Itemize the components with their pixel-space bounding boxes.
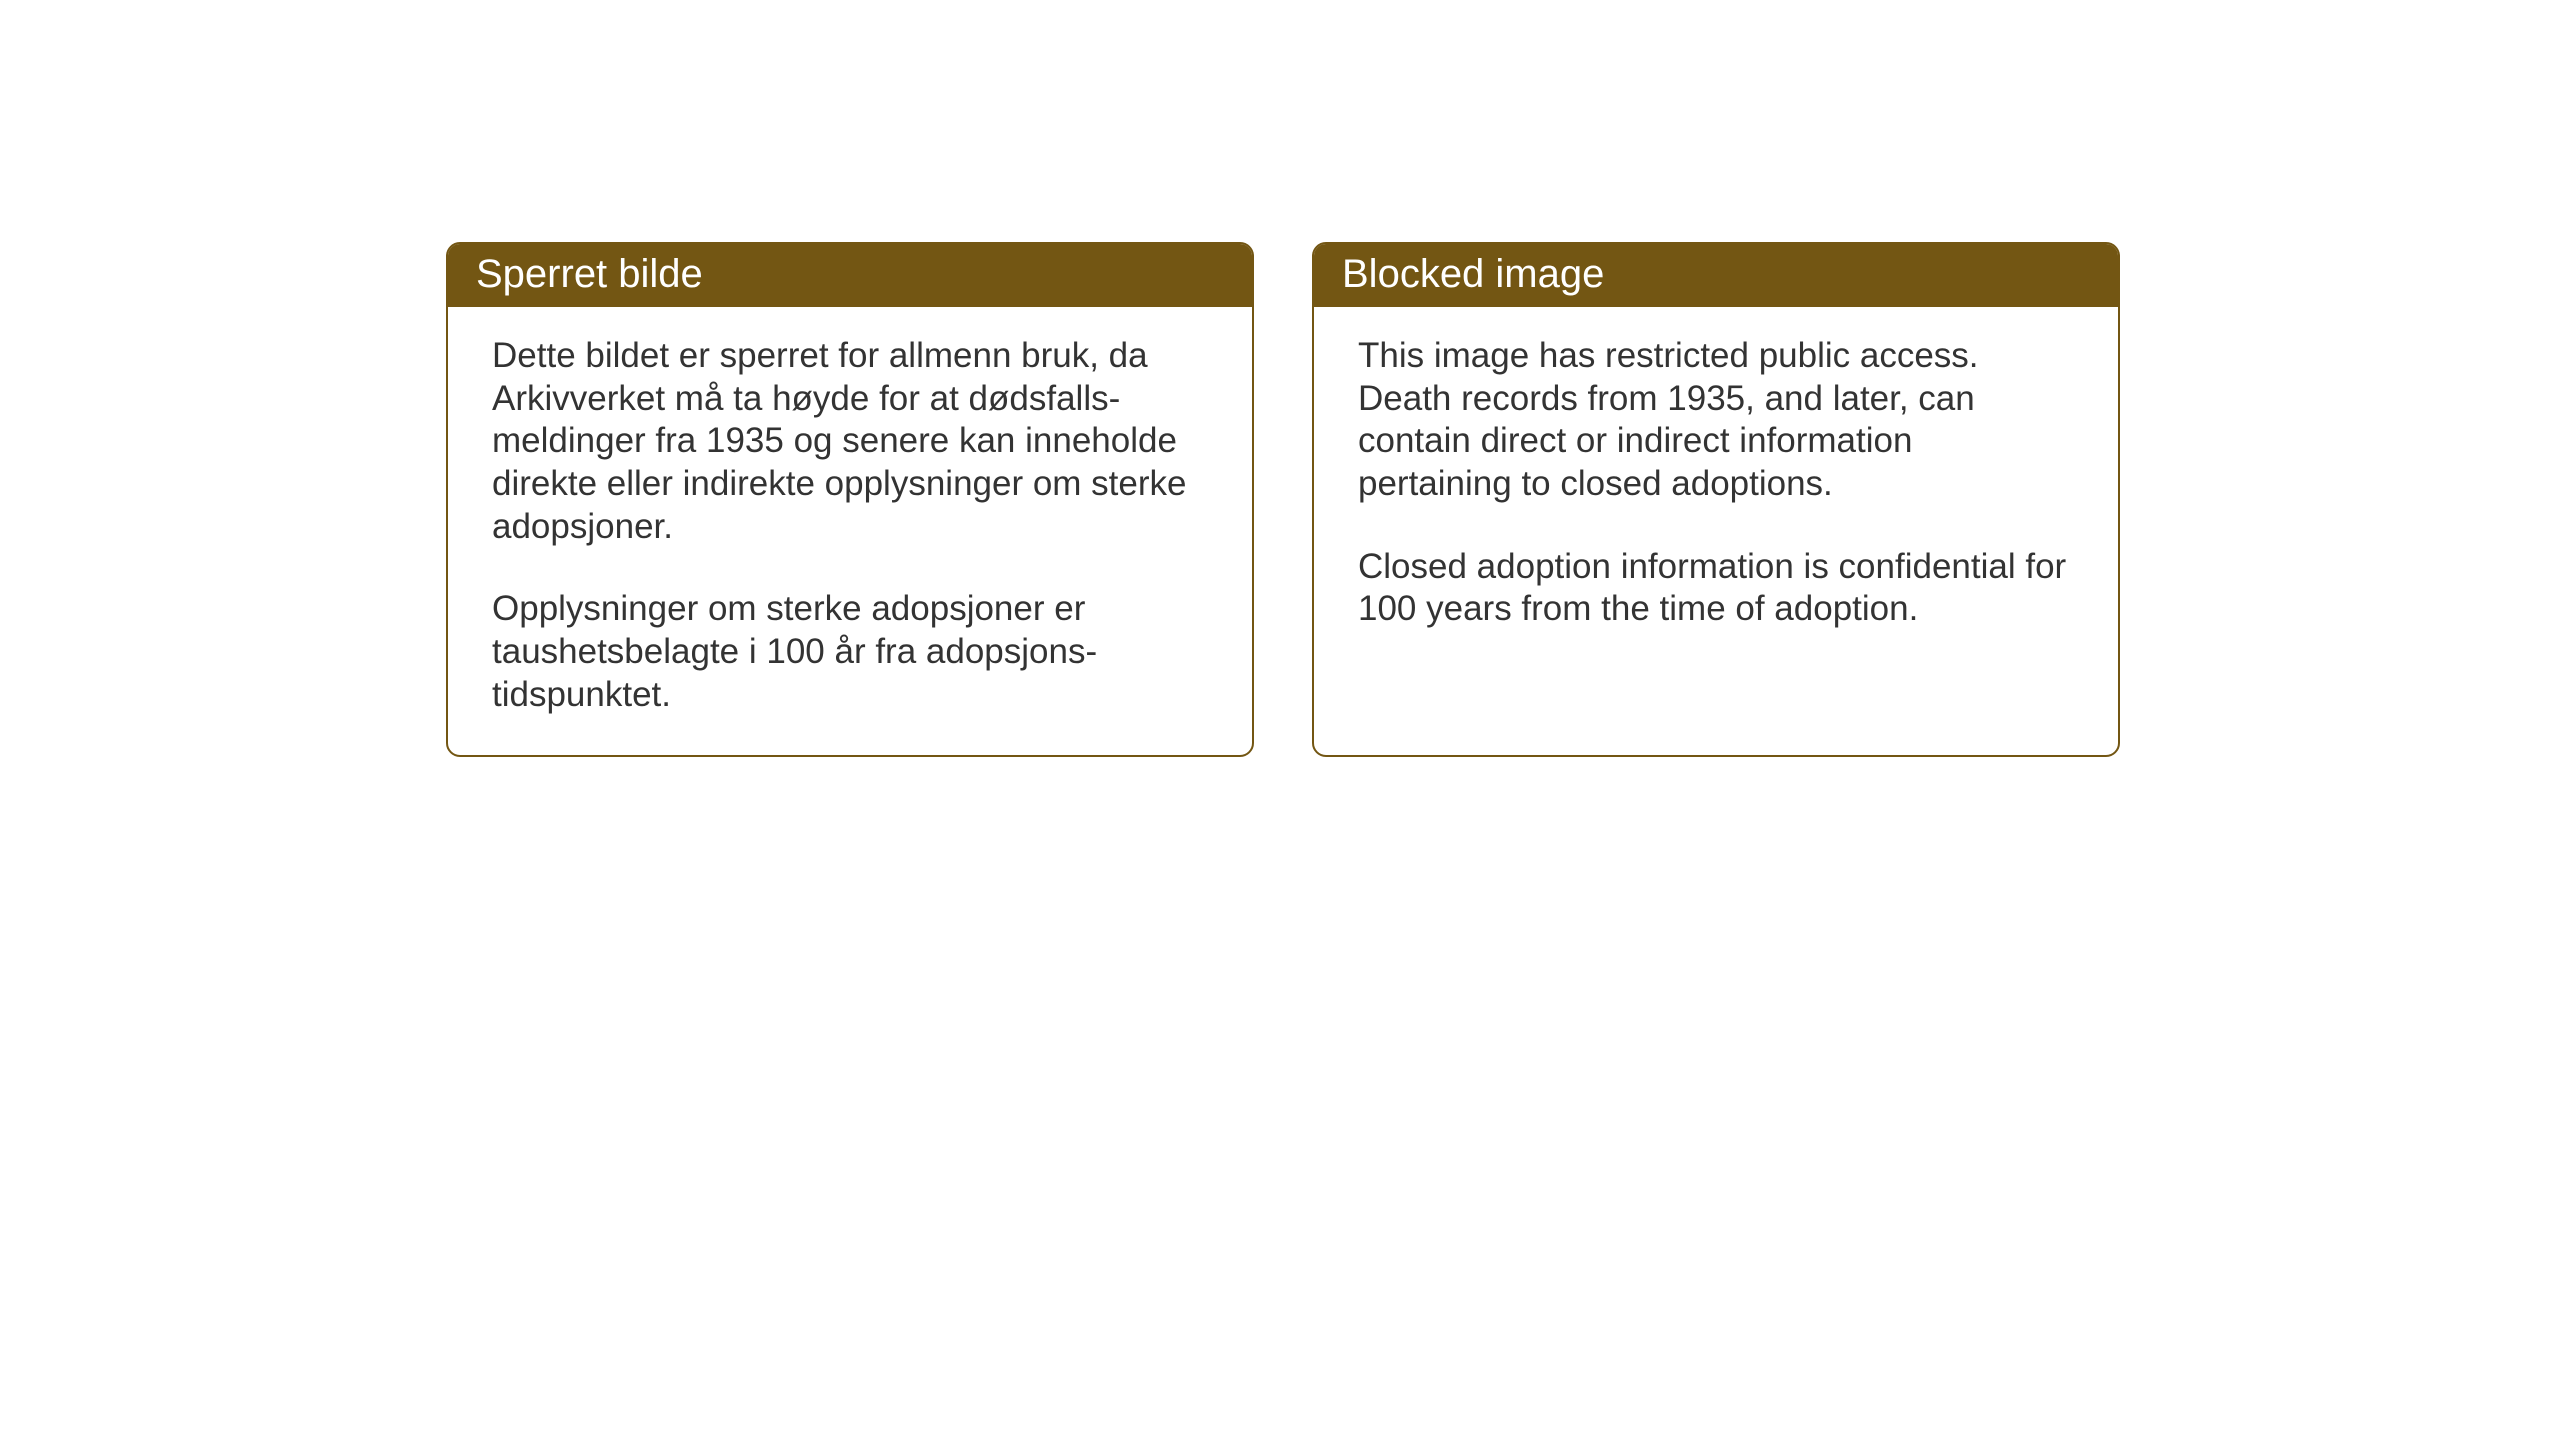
norwegian-card-body: Dette bildet er sperret for allmenn bruk… [448, 307, 1252, 755]
notice-container: Sperret bilde Dette bildet er sperret fo… [446, 242, 2120, 757]
norwegian-card-title: Sperret bilde [448, 244, 1252, 307]
english-notice-card: Blocked image This image has restricted … [1312, 242, 2120, 757]
norwegian-notice-card: Sperret bilde Dette bildet er sperret fo… [446, 242, 1254, 757]
english-card-title: Blocked image [1314, 244, 2118, 307]
norwegian-paragraph-1: Dette bildet er sperret for allmenn bruk… [492, 335, 1208, 548]
english-paragraph-1: This image has restricted public access.… [1358, 335, 2074, 506]
english-card-body: This image has restricted public access.… [1314, 307, 2118, 669]
norwegian-paragraph-2: Opplysninger om sterke adopsjoner er tau… [492, 588, 1208, 716]
english-paragraph-2: Closed adoption information is confident… [1358, 546, 2074, 631]
